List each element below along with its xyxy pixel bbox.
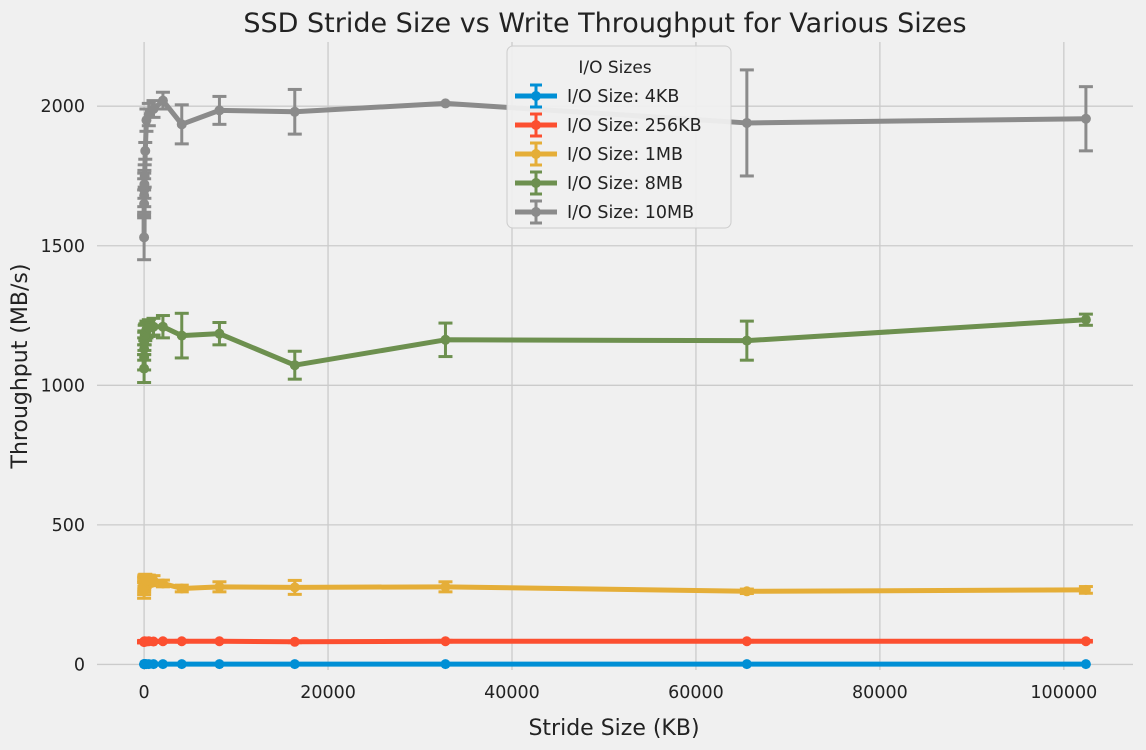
series-1	[139, 659, 1091, 670]
data-point	[289, 360, 300, 371]
data-point	[176, 583, 187, 594]
data-point	[148, 659, 159, 670]
data-point	[214, 328, 225, 339]
legend-entry: I/O Size: 8MB	[515, 170, 683, 196]
y-axis-label: Throughput (MB/s)	[8, 264, 33, 470]
legend-entry: I/O Size: 256KB	[515, 112, 702, 138]
data-point	[289, 659, 300, 670]
x-tick-label: 100000	[1030, 683, 1097, 703]
data-point	[176, 119, 187, 130]
series-3	[137, 572, 1093, 600]
legend-swatch-marker	[531, 120, 541, 130]
series-5	[137, 68, 1093, 262]
y-tick-label: 2000	[40, 97, 85, 117]
data-point	[741, 586, 752, 597]
x-tick-label: 0	[139, 683, 150, 703]
data-point	[741, 117, 752, 128]
legend-swatch-marker	[531, 178, 541, 188]
y-tick-label: 500	[52, 516, 85, 536]
data-point	[1080, 584, 1091, 595]
data-point	[139, 170, 150, 181]
data-point	[139, 363, 150, 374]
data-point	[139, 198, 150, 209]
data-point	[440, 98, 451, 109]
data-point	[214, 636, 225, 647]
series-layer	[137, 68, 1093, 670]
data-point	[741, 659, 752, 670]
x-tick-label: 60000	[668, 683, 724, 703]
series-2	[137, 636, 1093, 648]
data-point	[148, 575, 159, 586]
data-point	[289, 106, 300, 117]
legend-box	[506, 45, 732, 229]
series-line	[141, 638, 1089, 645]
data-point	[440, 636, 451, 647]
data-point	[741, 335, 752, 346]
legend-entry: I/O Size: 1MB	[515, 141, 683, 167]
legend-label: I/O Size: 1MB	[567, 145, 683, 165]
data-point	[214, 105, 225, 116]
data-point	[741, 636, 752, 647]
y-tick-label: 0	[74, 655, 85, 675]
data-point	[176, 330, 187, 341]
legend-title: I/O Sizes	[578, 58, 651, 78]
data-point	[139, 179, 150, 190]
chart-title: SSD Stride Size vs Write Throughput for …	[243, 8, 966, 39]
x-tick-label: 40000	[484, 683, 540, 703]
data-point	[214, 659, 225, 670]
data-point	[440, 581, 451, 592]
legend-swatch-marker	[531, 149, 541, 159]
x-tick-label: 20000	[300, 683, 356, 703]
legend-swatch-marker	[531, 207, 541, 217]
data-point	[148, 103, 159, 114]
data-point	[440, 334, 451, 345]
legend-label: I/O Size: 4KB	[567, 87, 679, 107]
ticks: 0 20000 40000 60000 80000 100000 0 500 1000 1500 2…	[40, 97, 1097, 703]
data-point	[157, 321, 168, 332]
legend-label: I/O Size: 8MB	[567, 174, 683, 194]
data-point	[176, 636, 187, 647]
data-point	[139, 352, 150, 363]
data-point	[140, 145, 151, 156]
data-point	[157, 578, 168, 589]
data-point	[440, 659, 451, 670]
legend-entry: I/O Size: 10MB	[515, 199, 694, 225]
data-point	[148, 321, 159, 332]
data-point	[157, 659, 168, 670]
legend-entry: I/O Size: 4KB	[515, 83, 679, 109]
data-point	[214, 581, 225, 592]
data-point	[1080, 659, 1091, 670]
data-point	[157, 636, 168, 647]
y-tick-label: 1000	[40, 376, 85, 396]
data-point	[148, 636, 159, 647]
data-point	[1080, 113, 1091, 124]
data-point	[289, 582, 300, 593]
x-tick-label: 80000	[852, 683, 908, 703]
legend: I/O Sizes I/O Size: 4KB I/O Size: 256KB I/…	[506, 45, 732, 229]
data-point	[1080, 314, 1091, 325]
legend-swatch-marker	[531, 91, 541, 101]
data-point	[1080, 636, 1091, 647]
data-point	[289, 636, 300, 647]
y-tick-label: 1500	[40, 237, 85, 257]
legend-label: I/O Size: 256KB	[567, 116, 702, 136]
data-point	[139, 232, 150, 243]
data-point	[176, 659, 187, 670]
legend-label: I/O Size: 10MB	[567, 203, 694, 223]
x-axis-label: Stride Size (KB)	[528, 716, 699, 741]
series-4	[137, 311, 1093, 385]
data-point	[157, 95, 168, 106]
